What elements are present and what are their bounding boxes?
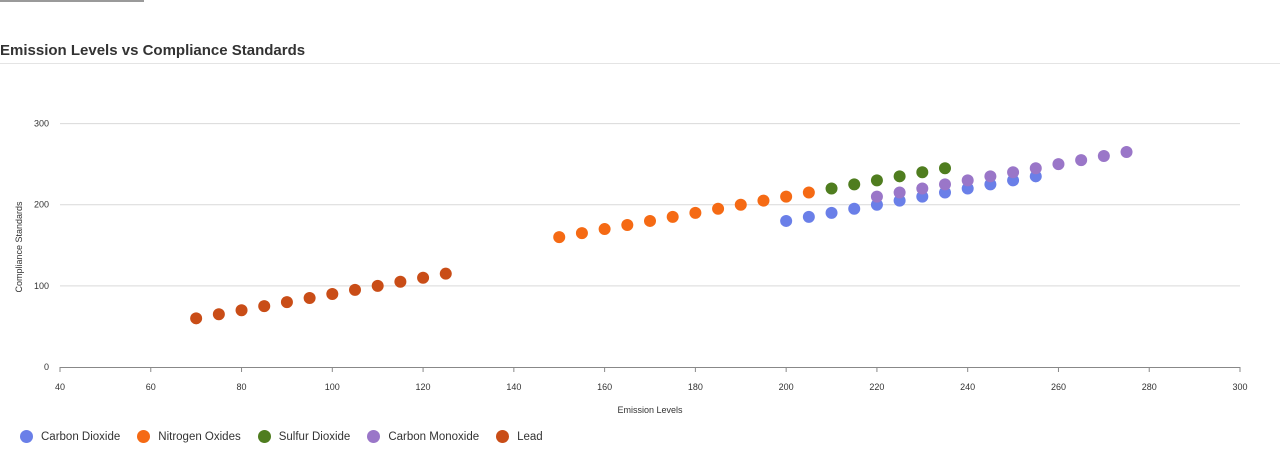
data-point xyxy=(893,186,906,199)
x-tick-label: 200 xyxy=(779,382,794,392)
legend-label: Lead xyxy=(517,430,543,443)
x-tick-label: 120 xyxy=(416,382,431,392)
x-tick-label: 160 xyxy=(597,382,612,392)
data-point xyxy=(780,190,793,203)
x-tick-label: 280 xyxy=(1142,382,1157,392)
x-tick-label: 60 xyxy=(146,382,156,392)
data-point xyxy=(371,279,384,292)
data-point xyxy=(848,202,861,215)
series-sulfur-dioxide xyxy=(825,162,951,195)
y-tick-label: 0 xyxy=(44,362,49,372)
data-point xyxy=(1075,154,1088,167)
data-point xyxy=(666,210,679,223)
legend-item[interactable]: Carbon Monoxide xyxy=(367,430,479,443)
legend-swatch xyxy=(137,430,151,443)
data-point xyxy=(190,312,203,325)
data-point xyxy=(417,271,430,284)
data-point xyxy=(961,174,974,187)
data-point xyxy=(1052,158,1065,171)
x-tick-label: 220 xyxy=(869,382,884,392)
data-point xyxy=(870,190,883,203)
legend-item[interactable]: Carbon Dioxide xyxy=(20,430,120,443)
series-nitrogen-oxides xyxy=(553,186,815,244)
chart-title: Emission Levels vs Compliance Standards xyxy=(0,42,306,59)
data-point xyxy=(598,223,611,236)
x-tick-label: 80 xyxy=(237,382,247,392)
y-tick-label: 200 xyxy=(34,200,49,210)
y-tick-label: 100 xyxy=(34,281,49,291)
data-point xyxy=(712,202,725,215)
title-divider xyxy=(0,63,1280,64)
data-point xyxy=(553,231,566,244)
data-point xyxy=(802,210,815,223)
data-point xyxy=(780,214,793,227)
data-point xyxy=(689,206,702,219)
series-lead xyxy=(190,267,452,325)
data-point xyxy=(575,227,588,240)
data-point xyxy=(825,182,838,195)
legend-label: Carbon Monoxide xyxy=(388,430,480,443)
x-tick-label: 100 xyxy=(325,382,340,392)
legend-item[interactable]: Sulfur Dioxide xyxy=(257,430,351,443)
top-tab-indicator xyxy=(0,0,144,2)
data-point xyxy=(757,194,770,207)
legend-item[interactable]: Lead xyxy=(496,430,543,443)
legend-label: Nitrogen Oxides xyxy=(158,430,241,443)
data-point xyxy=(848,178,861,191)
data-point xyxy=(734,198,747,211)
x-axis-label: Emission Levels xyxy=(617,405,683,415)
data-point xyxy=(349,283,361,296)
x-tick-label: 240 xyxy=(960,382,975,392)
data-point xyxy=(235,304,248,317)
y-tick-label: 300 xyxy=(34,119,49,129)
data-point xyxy=(916,182,929,195)
x-tick-label: 300 xyxy=(1232,382,1247,392)
data-point xyxy=(212,308,225,321)
data-point xyxy=(439,267,452,280)
legend-item[interactable]: Nitrogen Oxides xyxy=(137,430,241,443)
x-tick-label: 40 xyxy=(55,382,65,392)
x-tick-label: 180 xyxy=(688,382,703,392)
legend-swatch xyxy=(367,430,381,443)
data-point xyxy=(916,166,929,179)
data-point xyxy=(825,206,838,219)
data-point xyxy=(303,292,316,305)
x-tick-label: 140 xyxy=(506,382,521,392)
data-point xyxy=(1097,150,1110,163)
data-point xyxy=(644,214,656,227)
data-point xyxy=(802,186,815,199)
data-point xyxy=(984,170,997,183)
data-point xyxy=(394,275,407,288)
legend-label: Sulfur Dioxide xyxy=(278,430,351,443)
data-point xyxy=(1007,166,1020,179)
data-point xyxy=(870,174,883,187)
data-point xyxy=(258,300,271,313)
x-tick-label: 260 xyxy=(1051,382,1066,392)
legend-swatch xyxy=(496,430,510,443)
data-point xyxy=(893,170,906,183)
legend-swatch xyxy=(20,430,33,443)
data-point xyxy=(280,296,293,309)
legend-label: Carbon Dioxide xyxy=(41,430,121,443)
series-carbon-monoxide xyxy=(870,145,1133,203)
chart-legend: Carbon Dioxide Nitrogen Oxides Sulfur Diox… xyxy=(20,430,560,443)
data-point xyxy=(621,219,634,231)
data-point xyxy=(939,178,951,191)
data-point xyxy=(326,287,339,300)
data-point xyxy=(1029,162,1042,175)
y-axis-label: Compliance Standards xyxy=(14,201,24,293)
data-point xyxy=(1120,145,1133,158)
legend-swatch xyxy=(257,430,271,443)
data-point xyxy=(939,162,951,175)
series-carbon-dioxide xyxy=(780,170,1042,227)
